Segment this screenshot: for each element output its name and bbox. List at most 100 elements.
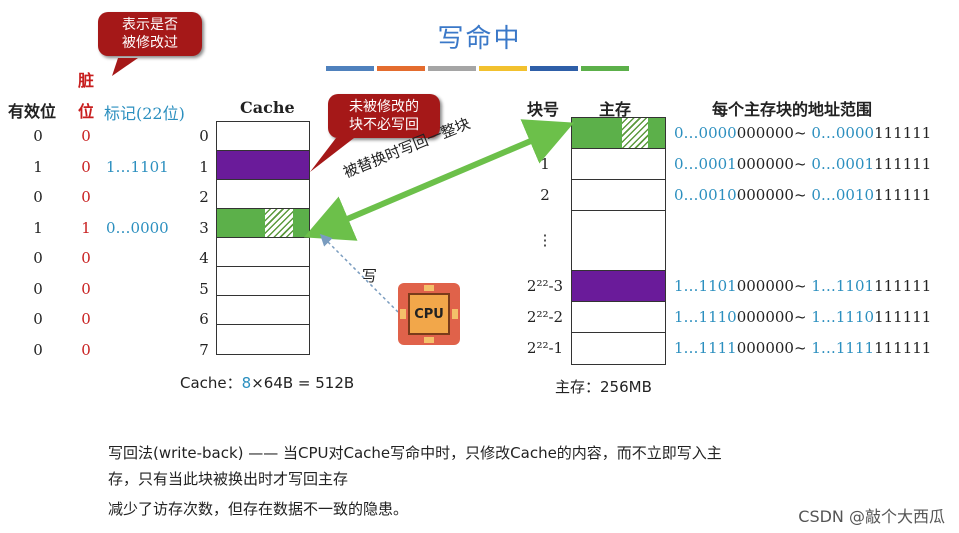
memory-block	[572, 180, 665, 211]
cpu-chip-icon: CPU	[398, 283, 460, 345]
cache-line-index: 0	[199, 127, 209, 145]
memory-block-index: 2²²-2	[526, 307, 564, 326]
valid-bit: 0	[33, 279, 43, 298]
address-part: 1…1101	[806, 276, 875, 295]
title-color-bar	[377, 66, 425, 71]
tag-header: 标记(22位)	[104, 104, 185, 123]
valid-bit: 0	[33, 340, 43, 359]
write-back-definition-line1: 写回法(write-back) —— 当CPU对Cache写命中时，只修改Cac…	[108, 444, 722, 462]
address-part: 111111	[874, 307, 932, 326]
page-title: 写命中	[437, 24, 522, 54]
memory-block-address-range: 1…1101000000~ 1…1101111111	[674, 277, 931, 295]
cache-line	[217, 267, 309, 296]
dirty-bit: 0	[81, 310, 91, 328]
address-part: 000000~	[736, 123, 807, 142]
address-part: 0…0001	[806, 154, 875, 173]
address-part: 0…0000	[674, 123, 737, 142]
modified-word-hatch	[265, 209, 293, 237]
cpu-pin-left	[400, 309, 406, 319]
valid-bit: 0	[33, 249, 43, 267]
memory-block	[572, 118, 665, 149]
memory-block	[572, 211, 665, 271]
address-part: 111111	[874, 338, 932, 357]
main-memory-header: 主存	[599, 100, 632, 119]
main-memory-table	[571, 117, 666, 365]
cache-line-index: 5	[199, 279, 209, 298]
cache-line-index: 4	[199, 249, 209, 267]
title-color-bar	[581, 66, 629, 71]
valid-bit: 0	[33, 188, 43, 206]
memory-block-address-range: 1…1110000000~ 1…1110111111	[674, 308, 931, 326]
dirty-bit-header-line2: 位	[78, 102, 95, 121]
cache-caption-prefix: Cache：	[180, 374, 242, 392]
valid-bit: 0	[33, 127, 43, 145]
valid-bit: 1	[33, 218, 43, 237]
cpu-pin-right	[452, 309, 458, 319]
address-part: 1…1111	[674, 338, 737, 357]
address-part: 1…1110	[674, 307, 737, 326]
dirty-bit: 0	[81, 127, 91, 145]
cpu-pin-bottom	[424, 337, 434, 343]
cpu-write-label: 写	[362, 267, 378, 285]
address-part: 0…0010	[674, 185, 737, 204]
dirty-bit: 0	[81, 279, 91, 298]
address-part: 0…0000	[806, 123, 875, 142]
cpu-label: CPU	[408, 293, 450, 335]
cache-line-index: 7	[199, 340, 209, 359]
address-part: 111111	[874, 276, 932, 295]
cache-caption-count: 8	[241, 374, 252, 392]
memory-block-address-range: 0…0001000000~ 0…0001111111	[674, 155, 931, 173]
cache-line	[217, 180, 309, 209]
dirty-bit: 1	[81, 218, 91, 237]
title-color-bar	[479, 66, 527, 71]
dirty-bit: 0	[81, 340, 91, 359]
write-back-arrow	[303, 119, 575, 241]
address-part: 000000~	[736, 185, 807, 204]
address-part: 0…0001	[674, 154, 737, 173]
block-number-header: 块号	[527, 100, 560, 119]
memory-block-index: 2²²-3	[526, 276, 564, 295]
address-part: 000000~	[736, 154, 807, 173]
title-color-bar	[428, 66, 476, 71]
memory-block-address-range: 0…0010000000~ 0…0010111111	[674, 186, 931, 204]
cache-caption: Cache：8×64B = 512B	[180, 372, 354, 393]
cache-line	[217, 209, 309, 238]
address-part: 000000~	[736, 307, 807, 326]
memory-block	[572, 149, 665, 180]
dirty-bit-header-line1: 脏	[78, 71, 95, 90]
title-color-bar	[530, 66, 578, 71]
address-part: 000000~	[736, 338, 807, 357]
cache-block-table	[216, 121, 310, 355]
cache-line-index: 6	[199, 310, 209, 328]
address-part: 1…1101	[674, 276, 737, 295]
tag-value: 0…0000	[106, 218, 169, 237]
write-back-definition-line2: 存，只有当此块被换出时才写回主存	[108, 470, 349, 488]
dirty-callout-pointer	[112, 58, 138, 76]
valid-bit: 0	[33, 310, 43, 328]
memory-caption: 主存：256MB	[555, 378, 652, 396]
csdn-watermark: CSDN @敲个大西瓜	[798, 507, 945, 526]
address-part: 1…1111	[806, 338, 875, 357]
title-color-bar	[326, 66, 374, 71]
write-back-drawback: 减少了访存次数，但存在数据不一致的隐患。	[108, 500, 409, 518]
cpu-write-arrow	[319, 233, 399, 313]
address-range-header: 每个主存块的地址范围	[712, 100, 873, 119]
address-part: 111111	[874, 185, 932, 204]
valid-bit-header: 有效位	[8, 102, 57, 121]
address-part: 111111	[874, 154, 932, 173]
cache-line-index: 3	[199, 218, 209, 237]
valid-bit: 1	[33, 157, 43, 176]
address-part: 1…1110	[806, 307, 875, 326]
cache-line	[217, 122, 309, 151]
cache-header: Cache	[240, 98, 295, 117]
cache-line	[217, 238, 309, 267]
tag-value: 1…1101	[106, 157, 169, 176]
cache-line	[217, 296, 309, 325]
modified-word-hatch	[622, 118, 648, 148]
dirty-bit-callout: 表示是否 被修改过	[98, 12, 202, 56]
cache-line-index: 1	[199, 157, 209, 176]
address-part: 000000~	[736, 276, 807, 295]
memory-block-index: 2²²-1	[526, 338, 564, 357]
memory-block	[572, 271, 665, 302]
memory-block-address-range: 0…0000000000~ 0…0000111111	[674, 124, 931, 142]
